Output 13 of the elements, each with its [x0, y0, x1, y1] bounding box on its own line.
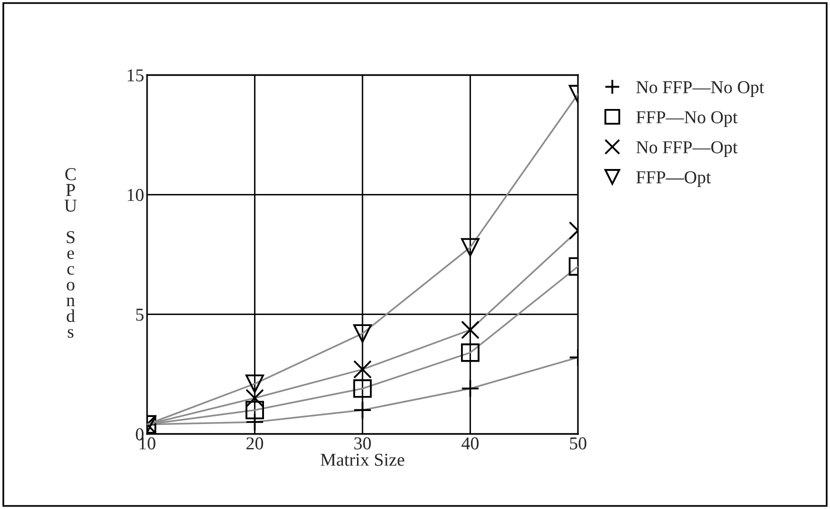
x-tick-label: 50 [570, 437, 586, 450]
y-tick-label: 15 [128, 69, 144, 82]
legend-label: No FFP—Opt [636, 141, 738, 158]
x-tick-label: 30 [354, 437, 371, 450]
legend-label: No FFP—No Opt [636, 81, 764, 97]
legend-label: FFP—Opt [636, 171, 711, 188]
x-tick-label: 20 [246, 437, 264, 450]
text: CPU Seconds [64, 168, 77, 338]
x-axis-title: Matrix Size [320, 454, 404, 466]
x-tick-label: 40 [462, 437, 479, 450]
y-tick-label: 10 [128, 188, 144, 202]
legend-label: FFP—No Opt [636, 111, 738, 127]
y-tick-label: 5 [136, 308, 144, 321]
